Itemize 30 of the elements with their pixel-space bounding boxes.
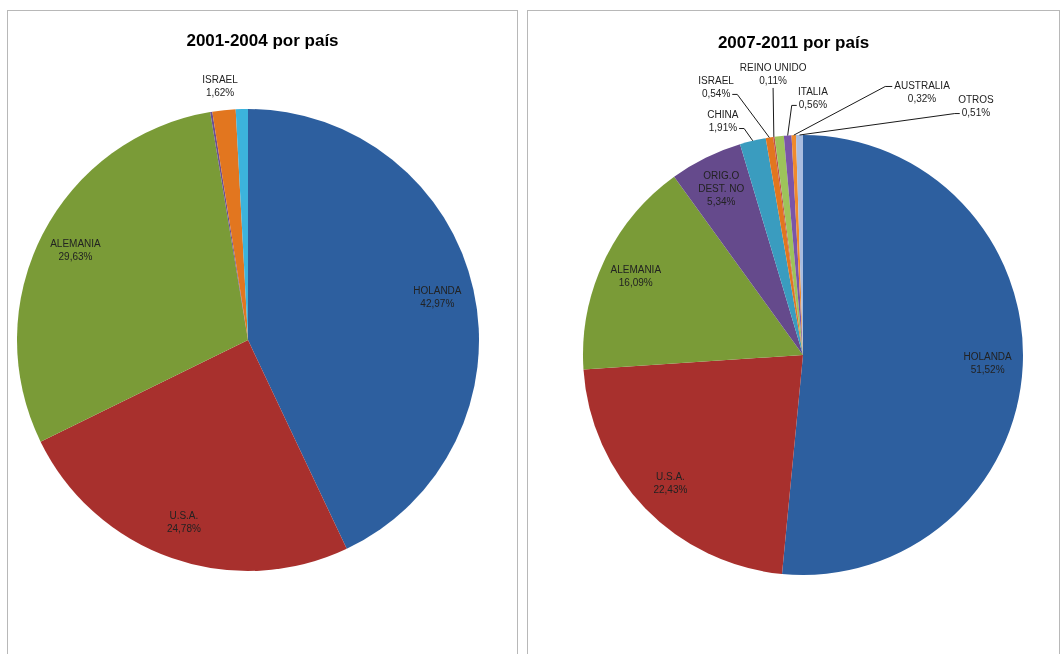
data-label: 1,62% [205, 87, 235, 99]
slice-label: ISRAEL [202, 74, 239, 86]
data-label: 29,63% [58, 251, 93, 263]
slice-label: AUSTRALIA [894, 80, 951, 92]
slice-label: HOLANDA [963, 351, 1013, 363]
slice-label: OTROS [958, 94, 995, 106]
data-label: 0,32% [907, 93, 937, 105]
data-label: 1,91% [708, 122, 738, 134]
slice-label: U.S.A. [655, 470, 685, 482]
slice-label: U.S.A. [169, 510, 199, 522]
chart-title: 2007-2011 por país [717, 32, 870, 52]
data-label: 5,34% [707, 196, 736, 207]
slice-label: ISRAEL [698, 75, 735, 87]
data-label: 42,97% [420, 297, 455, 309]
data-label: 0,51% [961, 107, 991, 119]
data-label: 51,52% [970, 364, 1005, 376]
chart-title: 2001-2004 por país [186, 30, 339, 50]
slice-label: REINO UNIDO [739, 62, 807, 74]
slice-label: HOLANDA [413, 284, 462, 296]
slice-label: ORIG.O DEST. NO [698, 170, 745, 194]
data-label: 16,09% [618, 276, 653, 288]
data-label: 0,11% [759, 75, 787, 87]
slice-label: ALEMANIA [610, 263, 662, 275]
slice-label: ITALIA [797, 86, 829, 98]
data-label: 0,56% [798, 99, 828, 111]
slice-label: ALEMANIA [50, 238, 102, 250]
data-label: 0,54% [701, 88, 731, 100]
data-label: 22,43% [653, 483, 688, 495]
data-label: 24,78% [166, 523, 201, 535]
slice-label: CHINA [707, 109, 739, 121]
